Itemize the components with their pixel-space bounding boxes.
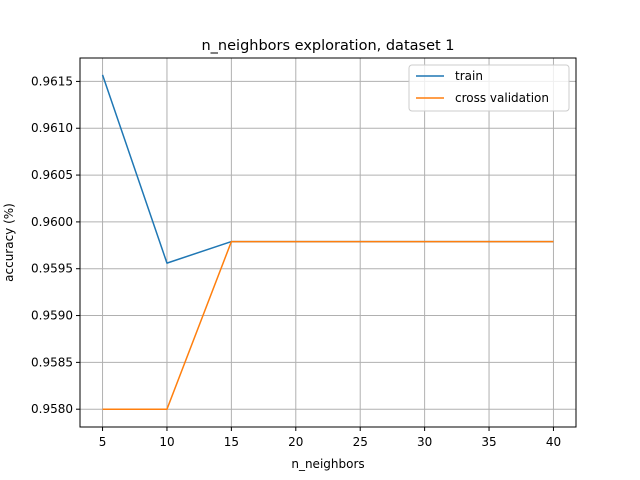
chart-title: n_neighbors exploration, dataset 1: [201, 38, 454, 54]
y-tick-label: 0.9595: [31, 262, 73, 276]
y-tick-label: 0.9590: [31, 309, 73, 323]
x-tick-label: 40: [546, 435, 561, 449]
x-tick-label: 35: [481, 435, 496, 449]
x-axis-label: n_neighbors: [291, 457, 364, 471]
x-tick-label: 25: [353, 435, 368, 449]
legend-box: [408, 64, 570, 112]
x-tick-label: 10: [159, 435, 174, 449]
y-axis-label: accuracy (%): [2, 203, 16, 282]
x-tick-label: 20: [288, 435, 303, 449]
x-tick-label: 15: [224, 435, 239, 449]
y-tick-label: 0.9580: [31, 402, 73, 416]
y-tick-label: 0.9585: [31, 355, 73, 369]
legend-label-train: train: [455, 69, 483, 83]
x-tick-label: 5: [99, 435, 107, 449]
legend-label-cross-validation: cross validation: [455, 91, 549, 105]
series-lines: [101, 74, 554, 410]
y-tick-label: 0.9605: [31, 168, 73, 182]
axis-ticks: 5 10 15 20 25 30 35 40 0.9580 0.9585 0.9590 0.9595 0…: [31, 74, 561, 449]
series-line-cross-validation: [102, 240, 554, 410]
y-tick-label: 0.9615: [31, 74, 73, 88]
grid: [80, 58, 576, 427]
y-tick-label: 0.9600: [31, 215, 73, 229]
plot-frame: [79, 57, 577, 428]
legend: train cross validation: [408, 64, 570, 112]
x-tick-label: 30: [417, 435, 432, 449]
y-tick-label: 0.9610: [31, 121, 73, 135]
